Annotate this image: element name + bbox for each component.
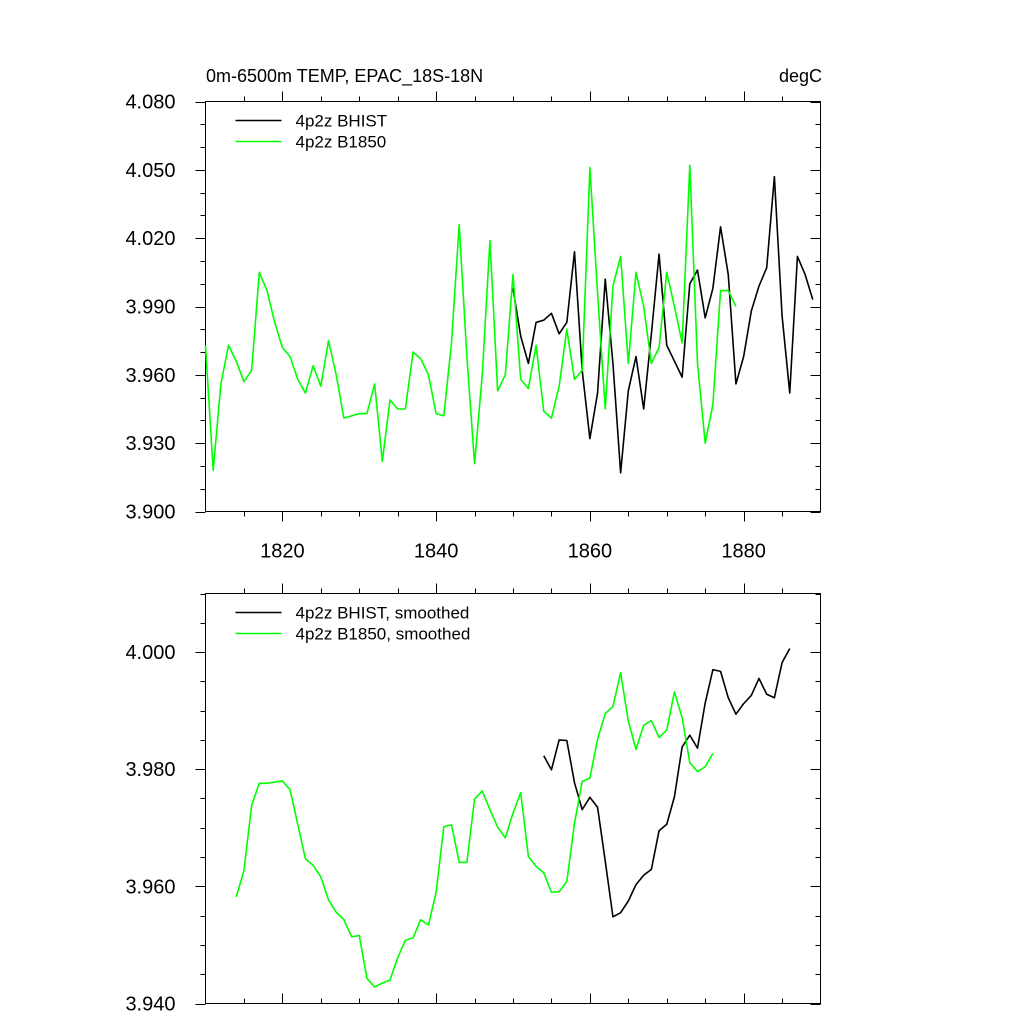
x-tick-label: 1860: [568, 541, 613, 563]
top-panel: 0m-6500m TEMP, EPAC_18S-18N degC 1820 184…: [125, 66, 822, 563]
bottom-panel: 3.940 3.960 3.980 4.000 4p2z BHIST, smoothe…: [125, 583, 821, 1016]
y-tick-label: 3.960: [125, 365, 175, 387]
y-tick-label: 4.000: [125, 642, 175, 664]
y-tick-label: 3.900: [125, 502, 175, 524]
series-line: [204, 164, 737, 472]
legend-label: 4p2z B1850: [296, 133, 387, 152]
y-tick-label: 4.080: [125, 92, 175, 114]
axis-ticks: 1820 1840 1860 1880 3.900 3.930 3.960 3.990 4.02…: [125, 91, 821, 563]
legend-label: 4p2z B1850, smoothed: [296, 625, 471, 644]
x-tick-label: 1840: [414, 541, 459, 563]
y-tick-label: 4.020: [125, 228, 175, 250]
legend: 4p2z BHIST 4p2z B1850: [235, 112, 388, 152]
units-label: degC: [779, 66, 822, 86]
y-tick-label: 3.940: [125, 994, 175, 1016]
legend-label: 4p2z BHIST: [296, 112, 388, 131]
series-line: [543, 648, 791, 918]
plot-frame: [205, 101, 821, 512]
x-tick-label: 1880: [721, 541, 766, 563]
legend: 4p2z BHIST, smoothed 4p2z B1850, smoothed: [235, 604, 471, 644]
plot-frame: [205, 593, 821, 1004]
y-tick-label: 3.990: [125, 297, 175, 319]
series-group: [204, 164, 814, 474]
series-line: [512, 175, 814, 474]
y-tick-label: 3.980: [125, 759, 175, 781]
y-tick-label: 3.960: [125, 876, 175, 898]
series-line: [235, 671, 714, 988]
panel-title: 0m-6500m TEMP, EPAC_18S-18N: [206, 66, 483, 87]
y-tick-label: 3.930: [125, 433, 175, 455]
y-tick-label: 4.050: [125, 160, 175, 182]
legend-label: 4p2z BHIST, smoothed: [296, 604, 470, 623]
x-tick-label: 1820: [260, 541, 305, 563]
axis-ticks: 3.940 3.960 3.980 4.000: [125, 583, 821, 1016]
series-group: [235, 648, 791, 988]
